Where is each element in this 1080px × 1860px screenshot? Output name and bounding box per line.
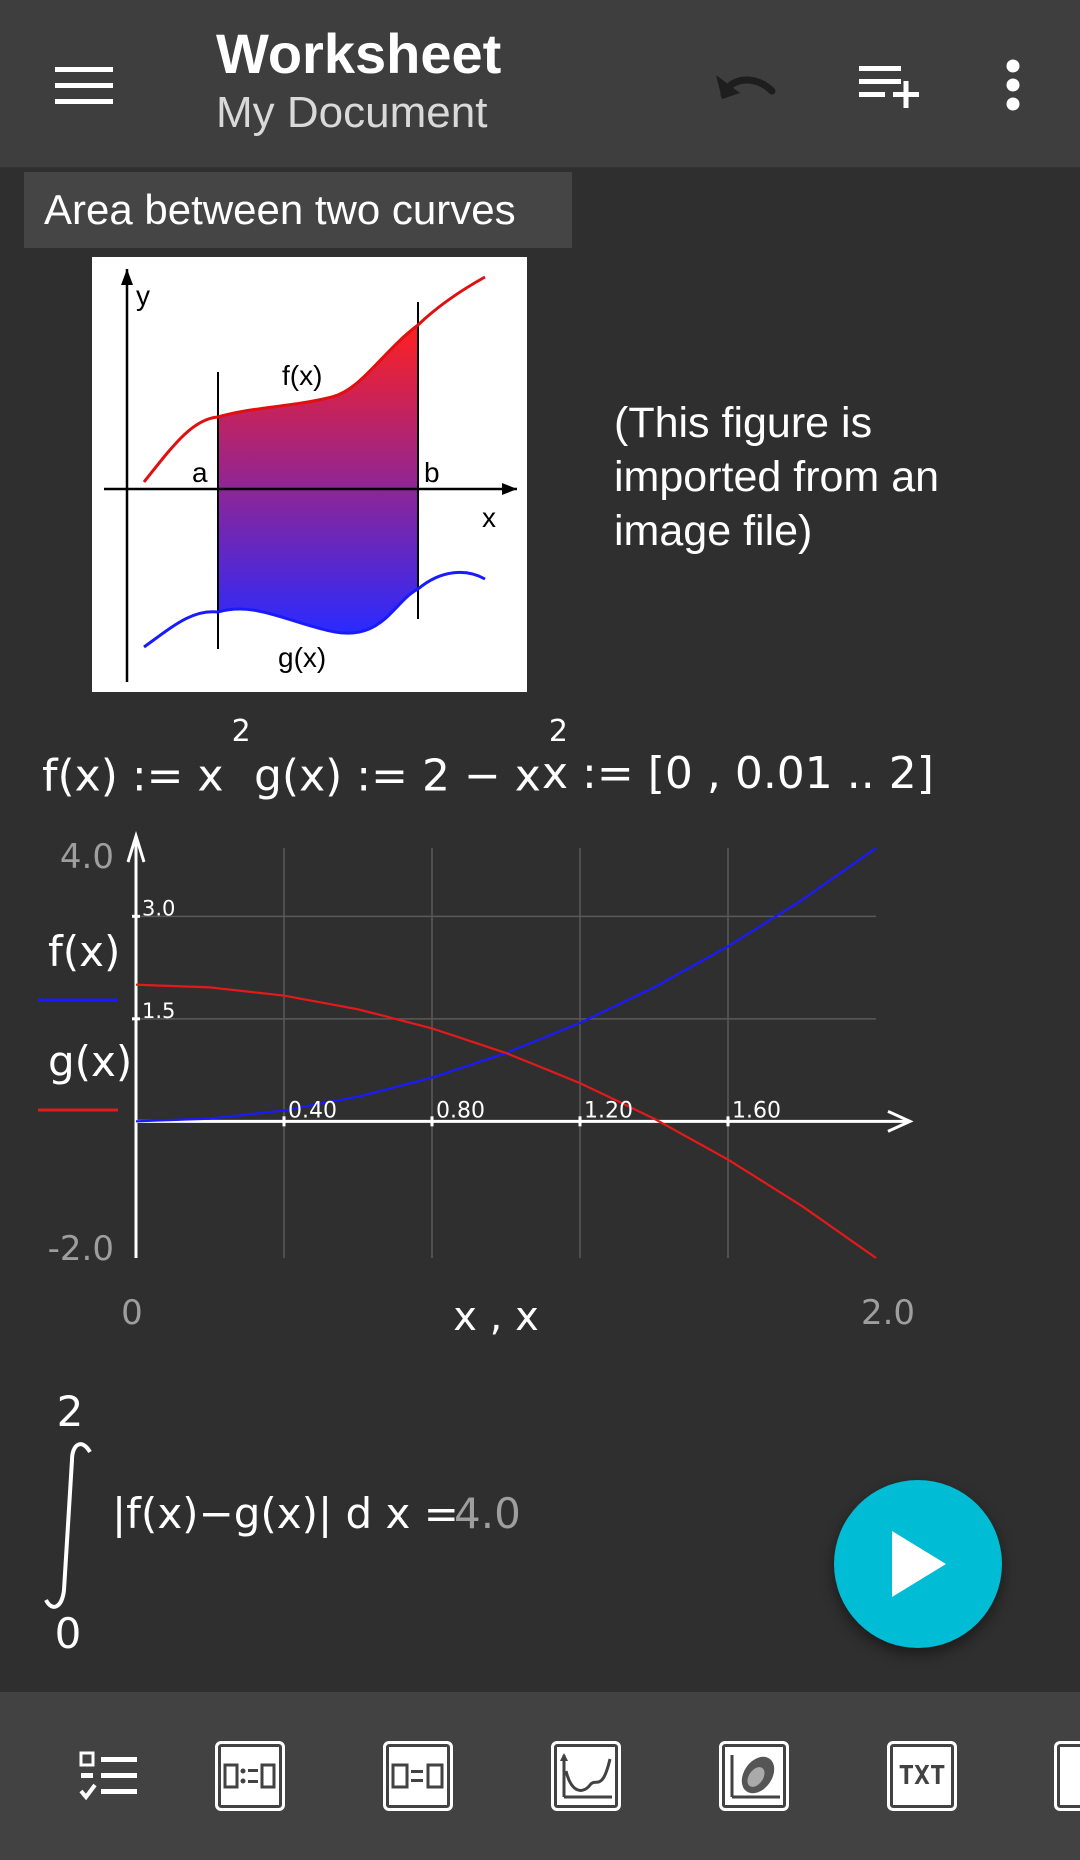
add-row-icon [859,66,919,108]
text-button[interactable]: TXT [886,1740,958,1812]
y-tick-label: 3.0 [142,896,175,920]
add-row-button[interactable] [844,45,934,125]
assignment-button[interactable] [214,1740,286,1812]
x-tick-label: 0.40 [288,1098,337,1123]
y-axis-arrow [126,830,146,863]
checklist-button[interactable] [72,1740,144,1812]
x-tick-label: 1.20 [584,1098,633,1123]
y-tick-label: 1.5 [142,999,175,1023]
document-name: My Document [216,88,488,137]
y-range-label: 4.0 [60,837,114,877]
integral-upper-limit: 2 [57,1387,84,1436]
definitions-row[interactable]: f(x) := x2 g(x) := 2 − x2 x := [0 , 0.01… [40,714,1040,820]
f-definition[interactable]: f(x) := x2 [42,714,251,802]
x-range-label: 2.0 [861,1293,915,1333]
assign-box-icon [215,1741,285,1811]
equation-button[interactable] [382,1740,454,1812]
x-axis-label: x , x [453,1294,539,1340]
menu-button[interactable] [44,50,124,120]
image-box-icon [719,1741,789,1811]
series-f-line [135,847,877,1123]
integrand: |f(x)−g(x)| d x = [112,1489,459,1538]
f-exponent: 2 [231,714,251,749]
figure-note: (This figure is imported from an image f… [614,399,940,555]
checklist-icon [79,1751,137,1801]
plot-button[interactable] [550,1740,622,1812]
figure-f-label: f(x) [282,360,322,391]
app-bar: Worksheet My Document [0,0,1080,168]
txt-label: TXT [898,1761,946,1791]
legend-label-g: g(x) [48,1037,132,1086]
integral-sign [44,1442,92,1609]
play-icon [892,1531,946,1597]
x-tick-label: 1.60 [732,1098,781,1123]
more-box-icon [1054,1741,1080,1811]
figure-a-label: a [192,457,208,488]
x-range-label: 0 [121,1293,143,1333]
figure-b-label: b [424,457,440,488]
more-vert-icon [1006,59,1020,111]
image-button[interactable] [718,1740,790,1812]
undo-button[interactable] [700,45,790,125]
integral-lower-limit: 0 [55,1609,82,1658]
series-g-line [135,983,877,1259]
figure-x-label: x [482,502,496,533]
integral-result: 4.0 [454,1489,521,1538]
figure-y-label: y [136,280,150,311]
undo-icon [716,75,776,99]
y-range-label: -2.0 [48,1229,114,1269]
app-title: Worksheet [216,22,502,85]
legend-label-f: f(x) [48,927,120,976]
more-tools-button[interactable] [1054,1740,1080,1812]
g-definition[interactable]: g(x) := 2 − x2 [254,714,568,802]
plot-box-icon [551,1741,621,1811]
g-exponent: 2 [548,714,568,749]
x-definition[interactable]: x := [0 , 0.01 .. 2] [542,748,934,799]
equals-box-icon [383,1741,453,1811]
x-axis-arrow [887,1109,914,1133]
integral-expression[interactable]: 2 0 |f(x)−g(x)| d x = 4.0 [20,1360,660,1660]
area-between-curves-illustration: y x a b f(x) g(x) [104,269,517,682]
bottom-toolbar: TXT [0,1692,1080,1860]
overflow-menu-button[interactable] [968,45,1058,125]
section-title[interactable]: Area between two curves [24,172,572,248]
txt-box-icon: TXT [887,1741,957,1811]
imported-figure[interactable]: y x a b f(x) g(x) [92,257,527,692]
figure-g-label: g(x) [278,642,326,673]
calculate-button[interactable] [834,1480,1002,1648]
menu-icon [55,67,113,104]
function-plot[interactable]: 0.40 0.80 1.20 1.60 1.5 3.0 4.0 -2.0 0 2.0 x , x f(… [0,808,940,1353]
x-tick-label: 0.80 [436,1098,485,1123]
